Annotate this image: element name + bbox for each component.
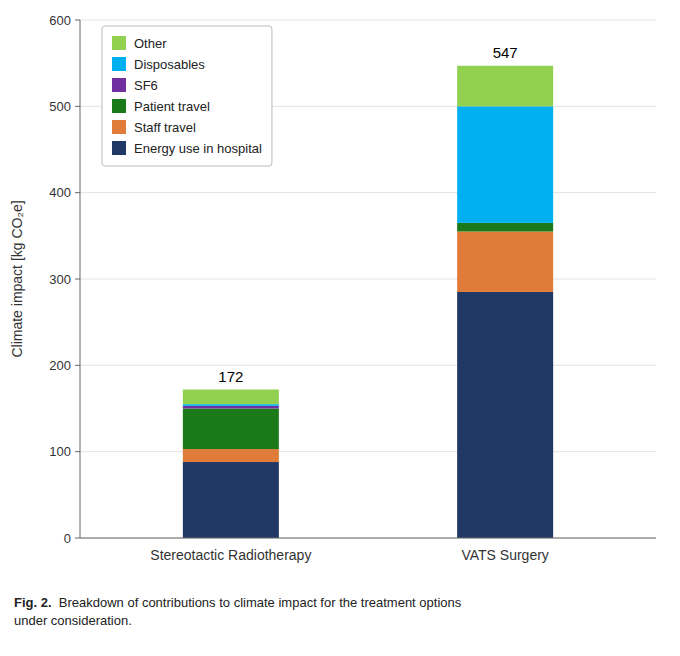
x-axis: Stereotactic Radiotherapy VATS Surgery (80, 538, 656, 563)
y-tick (75, 538, 80, 539)
bar-segment (457, 106, 553, 223)
bar-segment (183, 449, 279, 462)
chart: 0 100 200 300 400 500 600 Stereotactic Radiothe… (0, 0, 680, 590)
bar-segment (457, 232, 553, 292)
caption: Fig. 2. Breakdown of contributions to cl… (14, 594, 666, 629)
bar-segment (183, 462, 279, 538)
y-tick (75, 20, 80, 21)
legend-label: Other (134, 36, 167, 51)
grid-line (80, 192, 656, 193)
bar-segment (457, 223, 553, 232)
grid-line (80, 451, 656, 452)
legend-swatch (112, 57, 126, 71)
bar-segment (183, 406, 279, 409)
legend-label: SF6 (134, 78, 158, 93)
bar-segment (183, 409, 279, 450)
y-tick (75, 279, 80, 280)
grid-line (80, 20, 656, 21)
y-tick (75, 365, 80, 366)
legend-box (102, 26, 272, 166)
legend-label: Patient travel (134, 99, 210, 114)
y-tick (75, 192, 80, 193)
total-label: 547 (493, 44, 518, 61)
caption-text: Breakdown of contributions to climate im… (14, 595, 461, 628)
legend-swatch (112, 120, 126, 134)
legend-swatch (112, 78, 126, 92)
y-axis-line (80, 20, 81, 538)
y-tick-label: 500 (49, 99, 71, 114)
y-axis: 0 100 200 300 400 500 600 (49, 13, 80, 546)
y-tick-label: 600 (49, 13, 71, 28)
y-tick-label: 0 (64, 531, 71, 546)
legend-label: Disposables (134, 57, 205, 72)
legend: Other Disposables SF6 Patient travel Staff t… (102, 26, 272, 166)
y-tick-label: 400 (49, 185, 71, 200)
y-tick-label: 100 (49, 444, 71, 459)
x-axis-line (80, 538, 656, 539)
bar-segment (457, 66, 553, 107)
bar-segment (183, 390, 279, 405)
grid-line (80, 538, 656, 539)
legend-label: Staff travel (134, 120, 196, 135)
legend-swatch (112, 36, 126, 50)
legend-swatch (112, 99, 126, 113)
grid-line (80, 279, 656, 280)
bar-segment (457, 292, 553, 538)
grid (80, 20, 656, 538)
y-axis-label: Climate impact [kg CO₂e] (9, 200, 25, 357)
bar-segment (183, 404, 279, 406)
y-tick (75, 106, 80, 107)
x-tick-label: VATS Surgery (461, 547, 548, 563)
legend-label: Energy use in hospital (134, 141, 262, 156)
legend-swatch (112, 141, 126, 155)
y-tick-label: 300 (49, 272, 71, 287)
total-label: 172 (218, 368, 243, 385)
y-tick-label: 200 (49, 358, 71, 373)
grid-line (80, 365, 656, 366)
y-tick (75, 451, 80, 452)
x-tick-label: Stereotactic Radiotherapy (150, 547, 311, 563)
caption-bold: Fig. 2. (14, 595, 52, 610)
